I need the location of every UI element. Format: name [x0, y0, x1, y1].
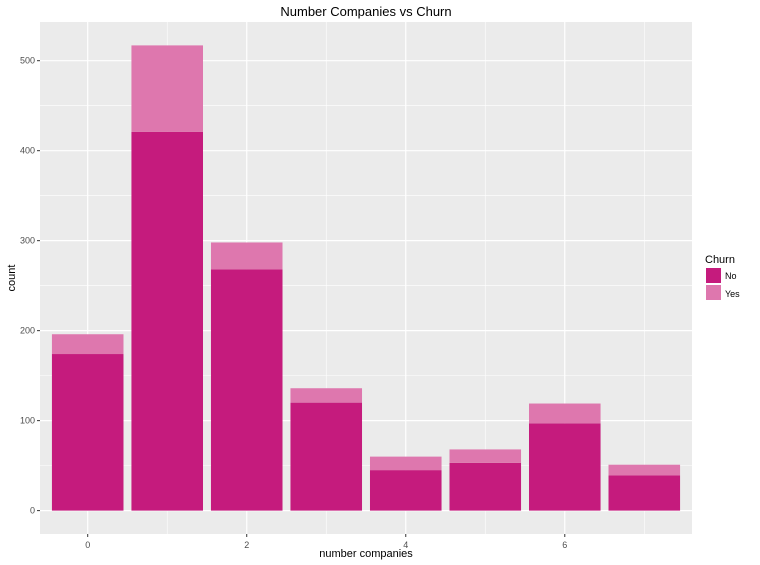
- legend-key-no: [706, 268, 721, 283]
- y-tick-label: 0: [30, 506, 35, 516]
- legend: Churn No Yes: [705, 254, 740, 300]
- bar-yes-5: [449, 449, 522, 463]
- legend-label-no: No: [725, 271, 737, 281]
- bar-no-3: [290, 402, 363, 511]
- y-tick-label: 500: [20, 56, 35, 66]
- bar-no-2: [210, 269, 283, 511]
- x-axis-title: number companies: [319, 548, 413, 560]
- bar-yes-4: [369, 456, 442, 471]
- bar-yes-6: [529, 403, 601, 424]
- bar-no-4: [369, 470, 442, 511]
- bar-yes-0: [51, 334, 124, 355]
- bar-yes-7: [608, 464, 681, 476]
- x-tick-label: 0: [85, 540, 90, 550]
- x-tick-label: 6: [562, 540, 567, 550]
- chart-title: Number Companies vs Churn: [280, 4, 451, 19]
- y-axis-ticks: 0 100 200 300 400 500: [20, 56, 40, 516]
- x-axis-ticks: 0 2 4 6: [85, 534, 567, 550]
- bar-yes-3: [290, 388, 363, 403]
- bar-yes-2: [210, 242, 283, 270]
- y-tick-label: 300: [20, 236, 35, 246]
- y-tick-label: 200: [20, 326, 35, 336]
- bar-no-1: [131, 131, 203, 511]
- y-axis-title: count: [6, 265, 18, 292]
- x-tick-label: 2: [244, 540, 249, 550]
- bar-no-7: [608, 475, 681, 511]
- bar-no-0: [51, 354, 124, 511]
- y-tick-label: 400: [20, 146, 35, 156]
- bar-yes-1: [131, 45, 203, 132]
- bars: [51, 45, 681, 511]
- bar-no-5: [449, 462, 522, 511]
- y-tick-label: 100: [20, 416, 35, 426]
- legend-title: Churn: [705, 254, 735, 266]
- legend-label-yes: Yes: [725, 289, 740, 299]
- x-tick-label: 4: [403, 540, 408, 550]
- bar-no-6: [529, 423, 601, 511]
- legend-key-yes: [706, 285, 721, 300]
